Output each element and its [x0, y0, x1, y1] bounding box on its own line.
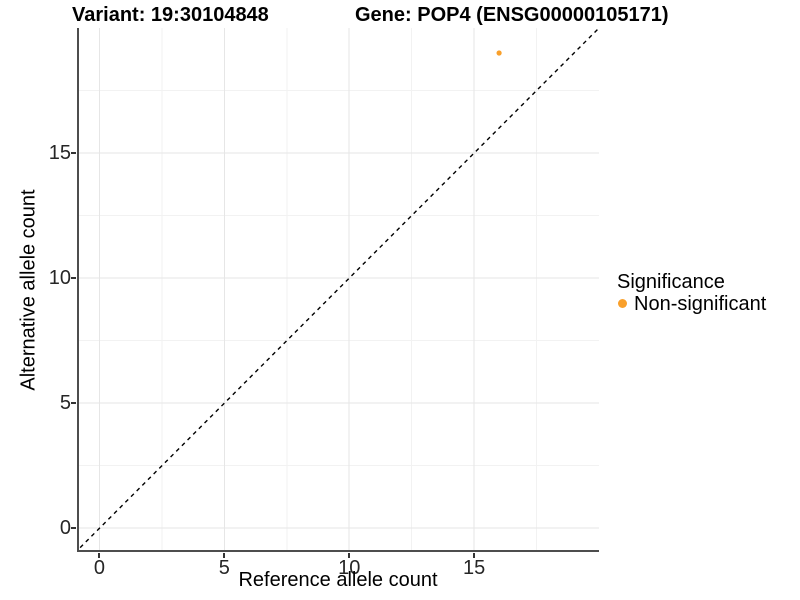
x-tick-label: 5	[218, 557, 230, 579]
x-tick-label: 10	[338, 557, 361, 579]
legend-items: Non-significant	[617, 292, 767, 315]
y-tick-mark	[71, 152, 76, 155]
x-tick-mark	[98, 553, 101, 558]
identity-line	[77, 28, 599, 552]
y-tick-mark	[71, 402, 76, 405]
y-tick-label: 10	[48, 267, 71, 290]
y-tick-mark	[71, 527, 76, 530]
y-tick-label: 5	[59, 392, 71, 415]
y-tick-label: 15	[48, 142, 71, 165]
legend-item-label: Non-significant	[634, 292, 767, 315]
legend-key-dot-icon	[618, 299, 627, 308]
legend: Significance Non-significant	[617, 271, 767, 315]
plot-panel	[77, 28, 599, 552]
y-tick-label: 0	[59, 517, 71, 540]
x-tick-mark	[473, 553, 476, 558]
x-tick-label: 15	[462, 557, 486, 579]
y-tick-mark	[71, 277, 76, 280]
plot-title-gene: Gene: POP4 (ENSG00000105171)	[355, 4, 669, 26]
legend-title: Significance	[617, 271, 725, 293]
legend-item: Non-significant	[617, 292, 767, 315]
plot-canvas	[77, 28, 599, 552]
x-axis-title: Reference allele count	[238, 569, 438, 591]
x-tick-mark	[348, 553, 351, 558]
data-point	[496, 50, 502, 56]
plot-title-variant: Variant: 19:30104848	[72, 4, 269, 26]
y-axis-title: Alternative allele count	[17, 189, 40, 391]
x-tick-mark	[223, 553, 226, 558]
x-tick-label: 0	[93, 557, 106, 579]
